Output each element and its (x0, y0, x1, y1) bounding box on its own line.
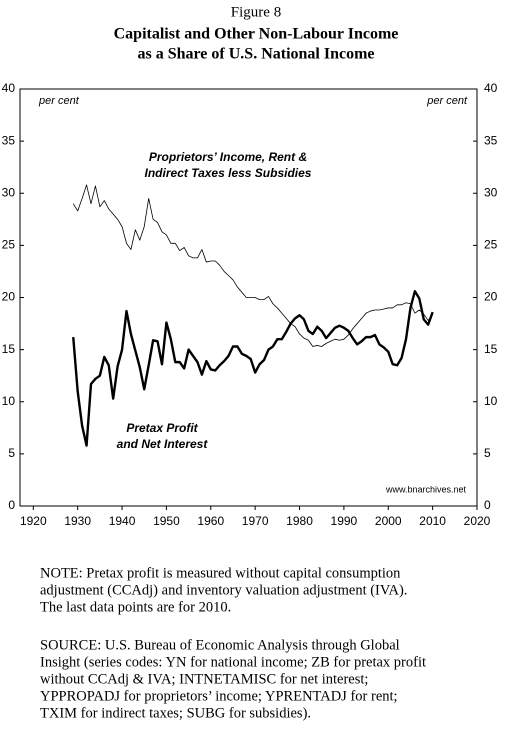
x-tick-label: 1990 (331, 514, 358, 528)
note-line: NOTE: Pretax profit is measured without … (40, 565, 401, 581)
series-label: and Net Interest (117, 437, 209, 451)
source-line: YPPROPADJ for proprietors’ income; YPREN… (40, 688, 398, 704)
y-tick-label: 15 (2, 342, 16, 356)
source-line: TXIM for indirect taxes; SUBG for subsid… (40, 705, 311, 721)
series-label: Proprietors’ Income, Rent & (149, 150, 307, 164)
x-tick-label: 2020 (464, 514, 491, 528)
x-tick-label: 1970 (242, 514, 269, 528)
y2-tick-label: 30 (484, 185, 498, 199)
y2-tick-label: 0 (484, 498, 491, 512)
y2-tick-label: 10 (484, 394, 498, 408)
series-line (72, 290, 434, 447)
y2-tick-label: 15 (484, 342, 498, 356)
chart-title: as a Share of U.S. National Income (137, 46, 374, 63)
x-tick-label: 2000 (375, 514, 402, 528)
source-line: Insight (series codes: YN for national i… (40, 654, 426, 670)
y2-tick-label: 40 (484, 81, 498, 95)
y2-tick-label: 35 (484, 133, 498, 147)
y-tick-label: 0 (8, 498, 15, 512)
series-label: Indirect Taxes less Subsidies (145, 166, 312, 180)
chart-title: Capitalist and Other Non-Labour Income (114, 26, 399, 43)
series-label: Pretax Profit (126, 421, 198, 435)
y2-unit: per cent (426, 95, 468, 107)
x-tick-label: 1960 (197, 514, 224, 528)
x-tick-label: 2010 (419, 514, 446, 528)
y-tick-label: 25 (2, 238, 16, 252)
series-line (72, 184, 433, 347)
x-tick-label: 1980 (286, 514, 313, 528)
note-line: The last data points are for 2010. (40, 599, 231, 615)
x-tick-label: 1940 (109, 514, 136, 528)
x-tick-label: 1920 (20, 514, 47, 528)
y2-tick-label: 20 (484, 290, 498, 304)
y-tick-label: 20 (2, 290, 16, 304)
note-line: adjustment (CCAdj) and inventory valuati… (40, 582, 407, 598)
source-line: SOURCE: U.S. Bureau of Economic Analysis… (40, 637, 400, 653)
y-tick-label: 30 (2, 185, 16, 199)
source-line: without CCAdj & IVA; INTNETAMISC for net… (40, 671, 368, 687)
y-tick-label: 40 (2, 81, 16, 95)
x-tick-label: 1930 (64, 514, 91, 528)
y-unit: per cent (38, 95, 80, 107)
x-tick-label: 1950 (153, 514, 180, 528)
source-url: www.bnarchives.net (385, 484, 467, 494)
figure-label: Figure 8 (231, 4, 281, 20)
y-tick-label: 10 (2, 394, 16, 408)
y2-tick-label: 5 (484, 446, 491, 460)
y2-tick-label: 25 (484, 238, 498, 252)
y-tick-label: 5 (8, 446, 15, 460)
y-tick-label: 35 (2, 133, 16, 147)
